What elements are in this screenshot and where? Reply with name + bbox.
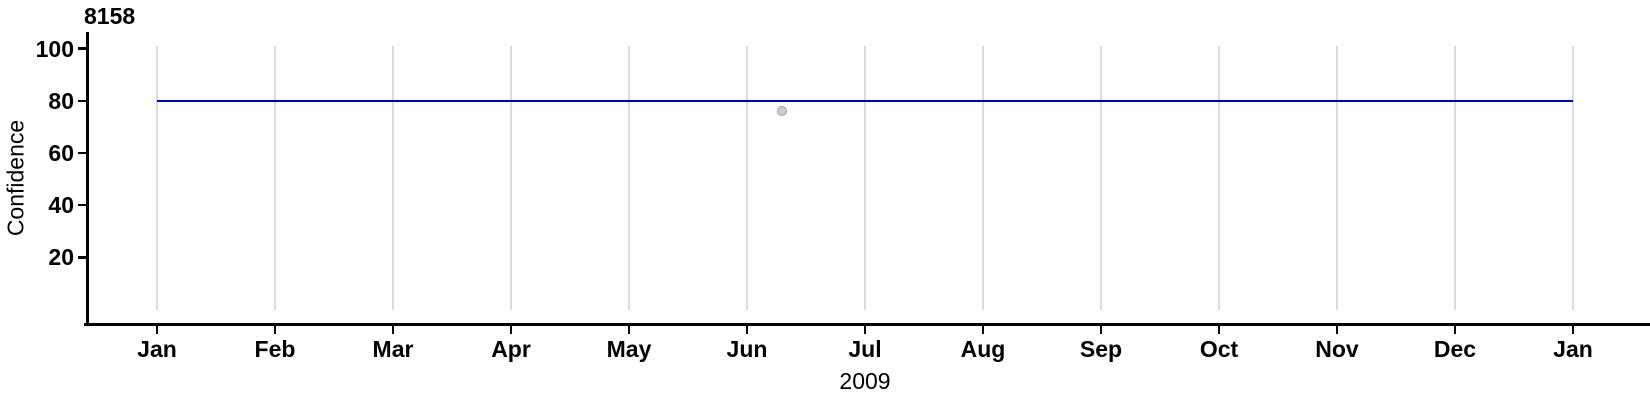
x-axis-tick xyxy=(273,326,277,334)
x-axis-tick xyxy=(391,326,395,334)
x-tick-label: May xyxy=(606,336,652,362)
x-tick-label: Feb xyxy=(254,336,296,362)
month-gridline xyxy=(982,46,984,310)
month-gridline xyxy=(1218,46,1220,310)
data-point xyxy=(777,106,788,117)
month-gridline xyxy=(1572,46,1574,310)
x-tick-label: Mar xyxy=(372,336,414,362)
x-tick-label: Dec xyxy=(1433,336,1477,362)
x-axis-tick xyxy=(745,326,749,334)
month-gridline xyxy=(746,46,748,310)
x-axis-tick xyxy=(1571,326,1575,334)
y-tick-label: 80 xyxy=(48,87,74,114)
month-gridline xyxy=(274,46,276,310)
x-axis-tick xyxy=(1335,326,1339,334)
month-gridline xyxy=(628,46,630,310)
month-gridline xyxy=(864,46,866,310)
month-gridline xyxy=(392,46,394,310)
x-tick-label: Jul xyxy=(848,336,882,362)
x-tick-label: Sep xyxy=(1079,336,1123,362)
y-axis-tick xyxy=(78,99,86,103)
y-tick-label: 40 xyxy=(48,192,74,219)
x-axis-title: 2009 xyxy=(839,368,891,394)
x-axis-tick xyxy=(509,326,513,334)
month-gridline xyxy=(510,46,512,310)
y-tick-label: 20 xyxy=(48,244,74,271)
x-tick-label: Jan xyxy=(137,336,177,362)
reference-line xyxy=(157,99,1573,102)
x-axis-tick xyxy=(155,326,159,334)
x-tick-label: Apr xyxy=(491,336,531,362)
x-tick-label: Aug xyxy=(960,336,1006,362)
y-axis-tick xyxy=(78,203,86,207)
y-axis-line xyxy=(85,32,89,326)
x-axis-tick xyxy=(1099,326,1103,334)
x-axis-tick xyxy=(1217,326,1221,334)
x-tick-label: Jan xyxy=(1553,336,1593,362)
y-tick-label: 100 xyxy=(35,35,74,62)
month-gridline xyxy=(1336,46,1338,310)
x-tick-label: Jun xyxy=(726,336,768,362)
y-axis-tick xyxy=(78,151,86,155)
month-gridline xyxy=(156,46,158,310)
x-axis-tick xyxy=(627,326,631,334)
y-axis-tick xyxy=(78,256,86,259)
x-axis-line xyxy=(84,323,1650,326)
x-axis-tick xyxy=(1453,326,1457,334)
month-gridline xyxy=(1454,46,1456,310)
y-tick-label: 60 xyxy=(48,140,74,166)
panel-label: 8158 xyxy=(84,3,136,29)
x-axis-tick xyxy=(863,326,867,334)
x-axis-tick xyxy=(981,326,985,334)
month-gridline xyxy=(1100,46,1102,310)
x-tick-label: Nov xyxy=(1315,336,1359,362)
x-tick-label: Oct xyxy=(1199,336,1239,362)
y-axis-tick xyxy=(78,47,86,50)
